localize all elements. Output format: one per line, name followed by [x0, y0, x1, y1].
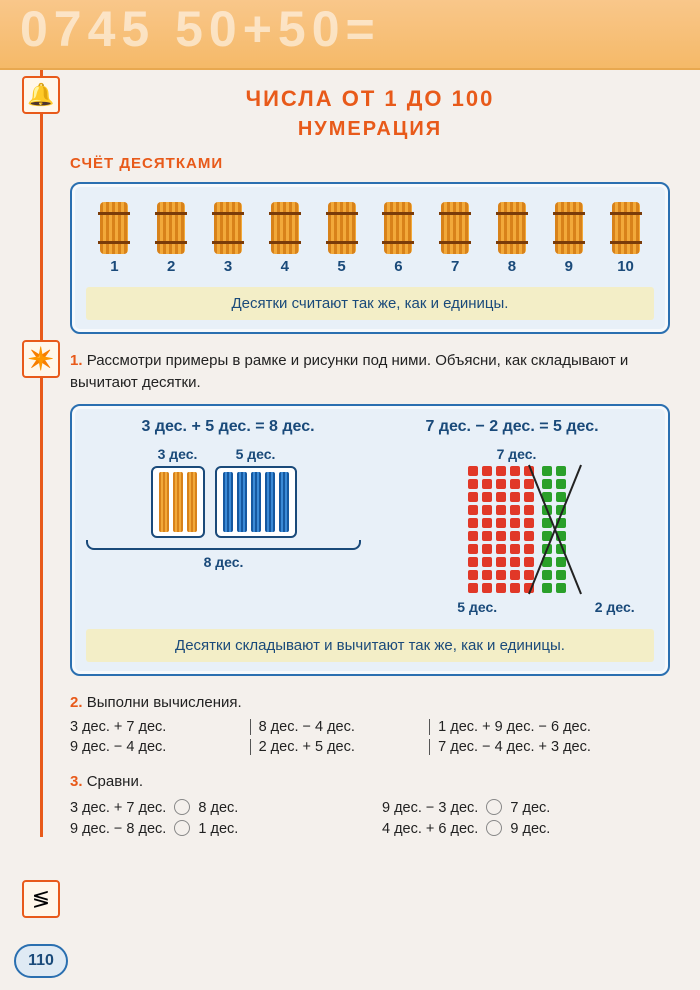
compare-circle[interactable]	[174, 799, 190, 815]
spine-line	[40, 70, 43, 837]
bundles-frame: 1 2 3 4 5 6 7 8 9 10 Десятки считают так же, как …	[70, 182, 670, 334]
bundle-number: 8	[498, 258, 526, 275]
bundle-number: 5	[328, 258, 356, 275]
bundle-number: 2	[157, 258, 185, 275]
calc-item: 8 дес. − 4 дес.	[250, 719, 416, 735]
bundle-number: 7	[441, 258, 469, 275]
compare-item: 9 дес. − 8 дес. 1 дес.	[70, 820, 358, 837]
page-subtitle: НУМЕРАЦИЯ	[70, 118, 670, 141]
bundle-icon	[214, 202, 242, 254]
bundle-col: 2	[157, 202, 185, 275]
addsub-frame: 3 дес. + 5 дес. = 8 дес. 7 дес. − 2 дес.…	[70, 404, 670, 676]
bundle-col: 10	[612, 202, 640, 275]
bundle-number: 6	[384, 258, 412, 275]
label-5des: 5 дес.	[215, 446, 297, 462]
bundle-col: 8	[498, 202, 526, 275]
bundle-col: 3	[214, 202, 242, 275]
task-3-num: 3.	[70, 773, 83, 790]
bundle-icon	[157, 202, 185, 254]
bundle-number: 9	[555, 258, 583, 275]
bundle-number: 10	[612, 258, 640, 275]
compare-item: 4 дес. + 6 дес. 9 дес.	[382, 820, 670, 837]
group-5des: 5 дес.	[215, 446, 297, 538]
bundle-icon	[100, 202, 128, 254]
page-number: 110	[14, 944, 68, 978]
bundle-col: 1	[100, 202, 128, 275]
compare-item: 3 дес. + 7 дес. 8 дес.	[70, 799, 358, 816]
bundle-icon	[498, 202, 526, 254]
task-3: 3. Сравни.	[70, 771, 670, 793]
sticks-3	[151, 466, 205, 538]
task-2: 2. Выполни вычисления.	[70, 692, 670, 714]
page-body: 🔔 ✴️ ≶ ЧИСЛА ОТ 1 ДО 100 НУМЕРАЦИЯ СЧЁТ …	[0, 70, 700, 837]
compare-circle[interactable]	[486, 820, 502, 836]
bundle-icon	[612, 202, 640, 254]
task-1-text: Рассмотри примеры в рамке и рисунки под …	[70, 352, 628, 391]
green-grid-crossed	[542, 466, 566, 593]
section-label: СЧЁТ ДЕСЯТКАМИ	[70, 155, 670, 172]
label-res5des: 5 дес.	[379, 599, 575, 615]
bundle-icon	[384, 202, 412, 254]
bundle-number: 1	[100, 258, 128, 275]
label-8des: 8 дес.	[86, 554, 361, 570]
bundle-col: 4	[271, 202, 299, 275]
compare-circle[interactable]	[174, 820, 190, 836]
caption-tens-count: Десятки считают так же, как и единицы.	[86, 287, 654, 320]
label-2des: 2 дес.	[575, 599, 654, 615]
bundle-icon	[328, 202, 356, 254]
top-banner: 0745 50+50=	[0, 0, 700, 70]
calc-item: 1 дес. + 9 дес. − 6 дес.	[429, 719, 670, 735]
bundle-number: 3	[214, 258, 242, 275]
bundle-col: 5	[328, 202, 356, 275]
compare-grid: 3 дес. + 7 дес. 8 дес. 9 дес. − 3 дес. 7 …	[70, 799, 670, 837]
label-3des: 3 дес.	[151, 446, 205, 462]
task-2-label: Выполни вычисления.	[87, 694, 242, 711]
bundle-icon	[271, 202, 299, 254]
group-3des: 3 дес.	[151, 446, 205, 538]
red-grid	[468, 466, 534, 593]
diagram-row: 3 дес. 5 дес. 8 дес.	[86, 446, 654, 615]
bundle-number: 4	[271, 258, 299, 275]
bundles-row: 1 2 3 4 5 6 7 8 9 10	[86, 196, 654, 277]
sticks-5	[215, 466, 297, 538]
bundle-col: 6	[384, 202, 412, 275]
calc-item: 3 дес. + 7 дес.	[70, 719, 236, 735]
task-2-num: 2.	[70, 694, 83, 711]
star-icon: ✴️	[22, 340, 60, 378]
eq-add: 3 дес. + 5 дес. = 8 дес.	[141, 418, 314, 436]
calc-item: 2 дес. + 5 дес.	[250, 739, 416, 755]
calc-grid: 3 дес. + 7 дес. 8 дес. − 4 дес. 1 дес. + 9…	[70, 719, 670, 755]
task-1-num: 1.	[70, 352, 83, 369]
task-3-label: Сравни.	[87, 773, 143, 790]
bell-icon: 🔔	[22, 76, 60, 114]
bundle-icon	[441, 202, 469, 254]
label-7des: 7 дес.	[379, 446, 654, 462]
equations-row: 3 дес. + 5 дес. = 8 дес. 7 дес. − 2 дес.…	[86, 418, 654, 436]
compare-circle[interactable]	[486, 799, 502, 815]
page-title: ЧИСЛА ОТ 1 ДО 100	[70, 86, 670, 112]
task-1: 1. Рассмотри примеры в рамке и рисунки п…	[70, 350, 670, 394]
calc-item: 7 дес. − 4 дес. + 3 дес.	[429, 739, 670, 755]
bundle-col: 9	[555, 202, 583, 275]
compare-icon: ≶	[22, 880, 60, 918]
banner-digits: 0745 50+50=	[0, 0, 381, 58]
calc-item: 9 дес. − 4 дес.	[70, 739, 236, 755]
compare-item: 9 дес. − 3 дес. 7 дес.	[382, 799, 670, 816]
eq-sub: 7 дес. − 2 дес. = 5 дес.	[425, 418, 598, 436]
brace-8	[86, 540, 361, 550]
caption-addsub: Десятки складывают и вычитают так же, ка…	[86, 629, 654, 662]
bundle-icon	[555, 202, 583, 254]
bundle-col: 7	[441, 202, 469, 275]
